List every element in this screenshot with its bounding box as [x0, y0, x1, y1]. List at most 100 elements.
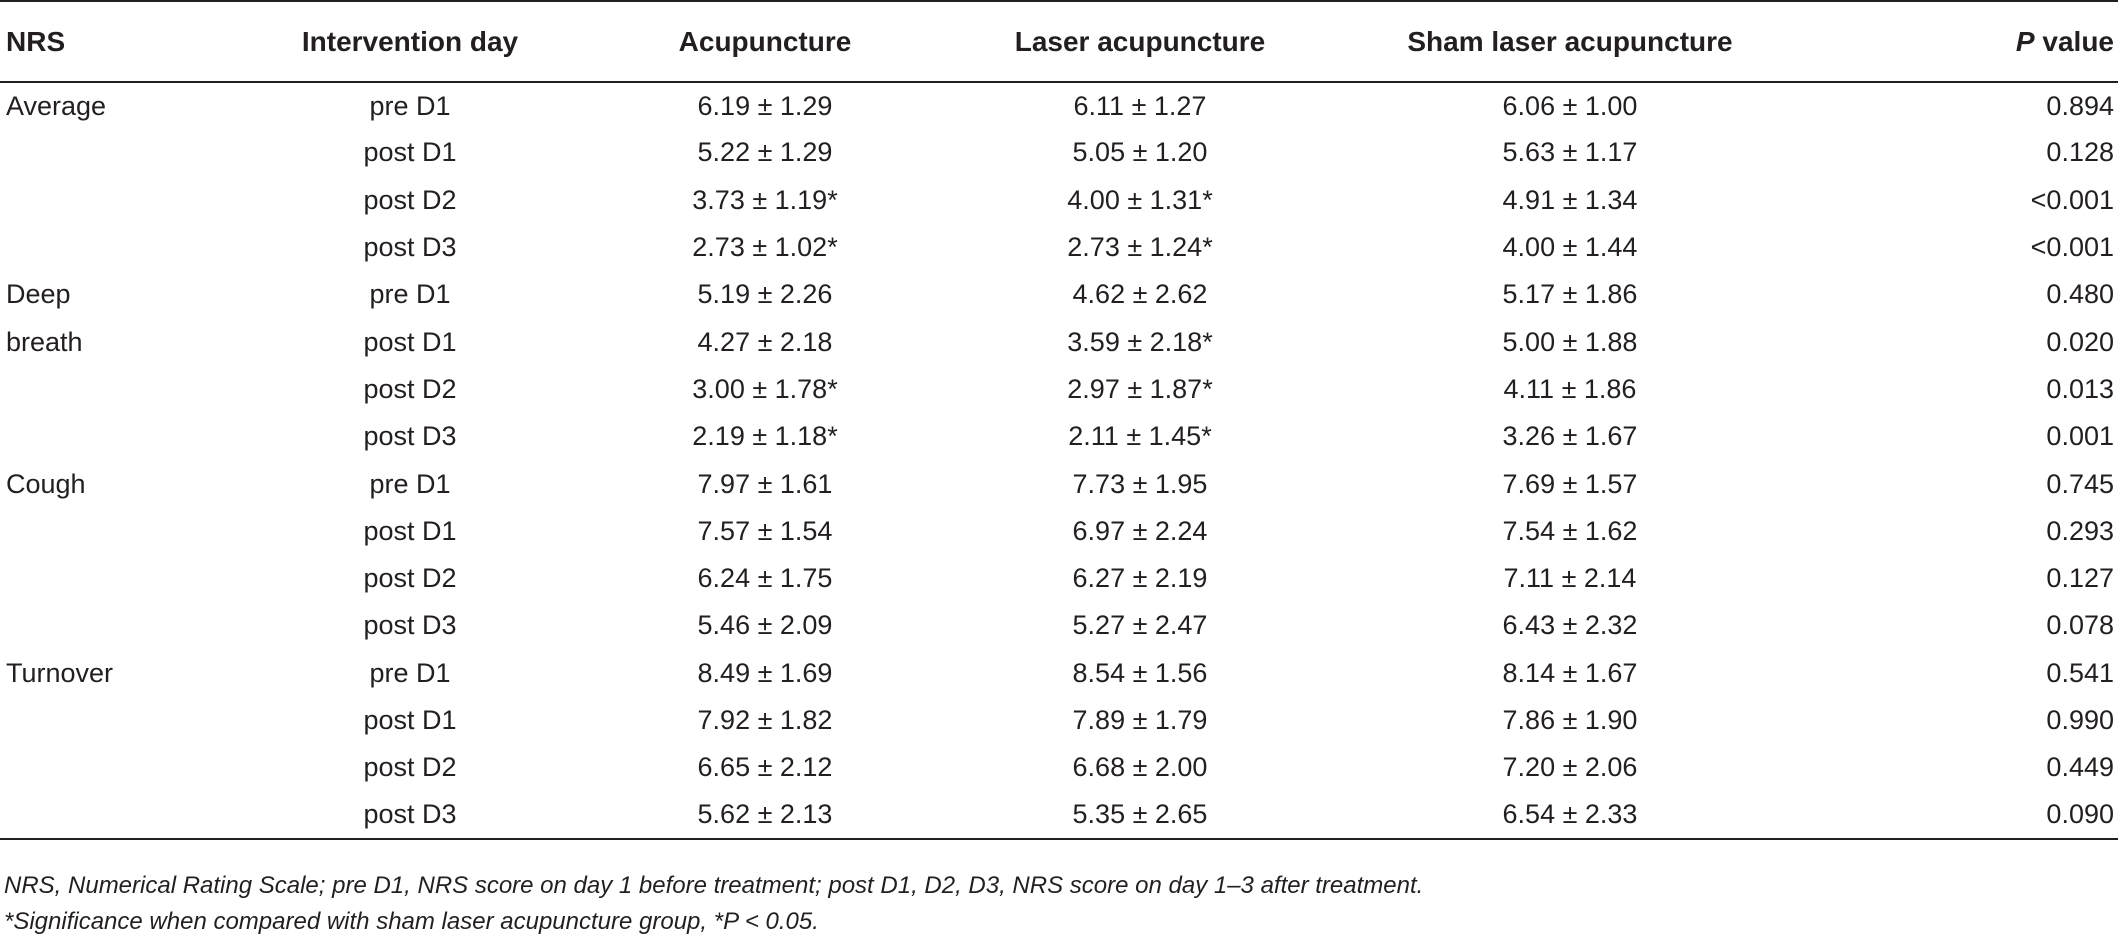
cell-intervention-day: pre D1 — [369, 279, 451, 310]
cell-sham-laser-acupuncture: 7.11 ± 2.14 — [1503, 563, 1637, 594]
cell-acupuncture: 6.65 ± 2.12 — [697, 752, 833, 783]
cell-laser-acupuncture: 6.68 ± 2.00 — [1072, 752, 1208, 783]
cell-sham-laser-acupuncture: 5.17 ± 1.86 — [1502, 279, 1638, 310]
cell-p-value: 0.990 — [2046, 705, 2114, 735]
cell-laser-acupuncture: 2.73 ± 1.24* — [1067, 232, 1213, 263]
cell-acupuncture: 2.73 ± 1.02* — [692, 232, 838, 263]
cell-laser-acupuncture: 5.27 ± 2.47 — [1072, 610, 1208, 641]
table-row: post D1 5.22 ± 1.29 5.05 ± 1.20 5.63 ± 1.17… — [0, 129, 2118, 176]
cell-intervention-day: post D3 — [363, 421, 457, 452]
table-row: post D1 7.92 ± 1.82 7.89 ± 1.79 7.86 ± 1.90… — [0, 697, 2118, 744]
cell-nrs — [0, 413, 240, 460]
cell-acupuncture: 5.46 ± 2.09 — [697, 610, 833, 641]
cell-sham-laser-acupuncture: 8.14 ± 1.67 — [1502, 657, 1638, 688]
cell-intervention-day: post D1 — [363, 705, 457, 735]
cell-acupuncture: 8.49 ± 1.69 — [697, 657, 833, 688]
cell-nrs: Average — [6, 90, 107, 121]
cell-intervention-day: post D1 — [363, 326, 457, 357]
footnote-abbreviations: NRS, Numerical Rating Scale; pre D1, NRS… — [4, 872, 1424, 899]
cell-laser-acupuncture: 5.35 ± 2.65 — [950, 791, 1330, 840]
table-row: post D2 3.00 ± 1.78* 2.97 ± 1.87* 4.11 ± 1.… — [0, 366, 2118, 413]
header-row: NRS Intervention day Acupuncture Laser a… — [0, 0, 2118, 83]
header-nrs: NRS — [0, 0, 240, 83]
cell-sham-laser-acupuncture: 3.26 ± 1.67 — [1502, 421, 1638, 452]
cell-laser-acupuncture: 8.54 ± 1.56 — [1072, 657, 1208, 688]
table-row: post D3 2.19 ± 1.18* 2.11 ± 1.45* 3.26 ± 1.… — [0, 413, 2118, 460]
cell-intervention-day: post D3 — [363, 610, 457, 641]
table-row: post D2 3.73 ± 1.19* 4.00 ± 1.31* 4.91 ± 1.… — [0, 177, 2118, 224]
cell-sham-laser-acupuncture: 4.11 ± 1.86 — [1503, 373, 1637, 404]
cell-p-value: <0.001 — [2030, 232, 2114, 263]
header-sham-laser-acupuncture: Sham laser acupuncture — [1330, 0, 1810, 83]
cell-acupuncture: 3.73 ± 1.19* — [692, 184, 838, 215]
cell-acupuncture: 7.97 ± 1.61 — [697, 468, 833, 499]
header-p-italic: P — [2015, 25, 2035, 57]
cell-laser-acupuncture: 2.97 ± 1.87* — [1067, 373, 1213, 404]
cell-nrs — [0, 224, 240, 271]
cell-acupuncture: 2.19 ± 1.18* — [692, 421, 838, 452]
cell-nrs: Turnover — [6, 657, 114, 688]
cell-acupuncture: 6.24 ± 1.75 — [697, 563, 833, 594]
cell-p-value: 0.541 — [2046, 657, 2114, 688]
table-row: Deep pre D1 5.19 ± 2.26 4.62 ± 2.62 5.17 ± 1… — [0, 271, 2118, 318]
header-p-value: P value — [1810, 0, 2118, 83]
cell-intervention-day: pre D1 — [369, 468, 451, 499]
cell-p-value: 0.745 — [2046, 468, 2114, 499]
cell-sham-laser-acupuncture: 6.43 ± 2.32 — [1502, 610, 1638, 641]
cell-p-value: 0.128 — [2046, 137, 2114, 168]
cell-p-value: 0.293 — [2046, 515, 2114, 546]
table-row: Turnover pre D1 8.49 ± 1.69 8.54 ± 1.56 8.14… — [0, 650, 2118, 697]
cell-sham-laser-acupuncture: 4.91 ± 1.34 — [1502, 184, 1638, 215]
cell-acupuncture: 4.27 ± 2.18 — [697, 326, 833, 357]
cell-acupuncture: 5.19 ± 2.26 — [697, 279, 833, 310]
cell-nrs: Cough — [6, 468, 86, 499]
cell-p-value: 0.090 — [1810, 791, 2118, 840]
table-row: post D2 6.24 ± 1.75 6.27 ± 2.19 7.11 ± 2.14… — [0, 555, 2118, 602]
cell-sham-laser-acupuncture: 6.54 ± 2.33 — [1330, 791, 1810, 840]
cell-sham-laser-acupuncture: 5.00 ± 1.88 — [1502, 326, 1638, 357]
table-footnotes: NRS, Numerical Rating Scale; pre D1, NRS… — [4, 868, 1423, 940]
cell-nrs — [0, 791, 240, 840]
cell-p-value: 0.001 — [2046, 421, 2114, 452]
cell-intervention-day: post D1 — [363, 137, 457, 168]
cell-p-value: 0.480 — [2046, 279, 2114, 310]
cell-acupuncture: 7.92 ± 1.82 — [697, 705, 833, 735]
table-row: Cough pre D1 7.97 ± 1.61 7.73 ± 1.95 7.69 ± … — [0, 460, 2118, 507]
cell-sham-laser-acupuncture: 4.00 ± 1.44 — [1502, 232, 1638, 263]
cell-intervention-day: post D2 — [363, 563, 457, 594]
cell-p-value: 0.078 — [2046, 610, 2114, 641]
cell-laser-acupuncture: 2.11 ± 1.45* — [1068, 421, 1212, 452]
cell-laser-acupuncture: 7.89 ± 1.79 — [1072, 705, 1208, 735]
cell-nrs — [0, 508, 240, 555]
table-row: post D3 5.62 ± 2.13 5.35 ± 2.65 6.54 ± 2.33… — [0, 791, 2118, 840]
cell-intervention-day: post D1 — [363, 515, 457, 546]
cell-intervention-day: pre D1 — [369, 90, 451, 121]
table-row: breath post D1 4.27 ± 2.18 3.59 ± 2.18* 5.00… — [0, 318, 2118, 365]
cell-laser-acupuncture: 6.27 ± 2.19 — [1072, 563, 1208, 594]
cell-nrs — [0, 129, 240, 176]
cell-nrs — [0, 366, 240, 413]
cell-laser-acupuncture: 6.97 ± 2.24 — [1072, 515, 1208, 546]
header-intervention-day: Intervention day — [240, 0, 580, 83]
cell-p-value: 0.013 — [2046, 373, 2114, 404]
header-p-rest: value — [2034, 25, 2114, 57]
table-header: NRS Intervention day Acupuncture Laser a… — [0, 0, 2118, 83]
cell-intervention-day: post D2 — [363, 373, 457, 404]
cell-laser-acupuncture: 7.73 ± 1.95 — [1072, 468, 1208, 499]
table-row: post D1 7.57 ± 1.54 6.97 ± 2.24 7.54 ± 1.62… — [0, 508, 2118, 555]
cell-intervention-day: post D2 — [363, 752, 457, 783]
header-acupuncture: Acupuncture — [580, 0, 950, 83]
cell-intervention-day: post D3 — [363, 232, 457, 263]
table-row: Average pre D1 6.19 ± 1.29 6.11 ± 1.27 6.06 … — [0, 82, 2118, 129]
cell-sham-laser-acupuncture: 7.86 ± 1.90 — [1502, 705, 1638, 735]
cell-acupuncture: 6.19 ± 1.29 — [697, 90, 833, 121]
cell-p-value: 0.127 — [2046, 563, 2114, 594]
cell-sham-laser-acupuncture: 6.06 ± 1.00 — [1502, 90, 1638, 121]
cell-intervention-day: post D2 — [363, 184, 457, 215]
cell-intervention-day: pre D1 — [369, 657, 451, 688]
cell-laser-acupuncture: 4.62 ± 2.62 — [1072, 279, 1208, 310]
cell-nrs: Deep — [6, 279, 71, 310]
cell-nrs — [0, 602, 240, 649]
cell-sham-laser-acupuncture: 5.63 ± 1.17 — [1502, 137, 1638, 168]
